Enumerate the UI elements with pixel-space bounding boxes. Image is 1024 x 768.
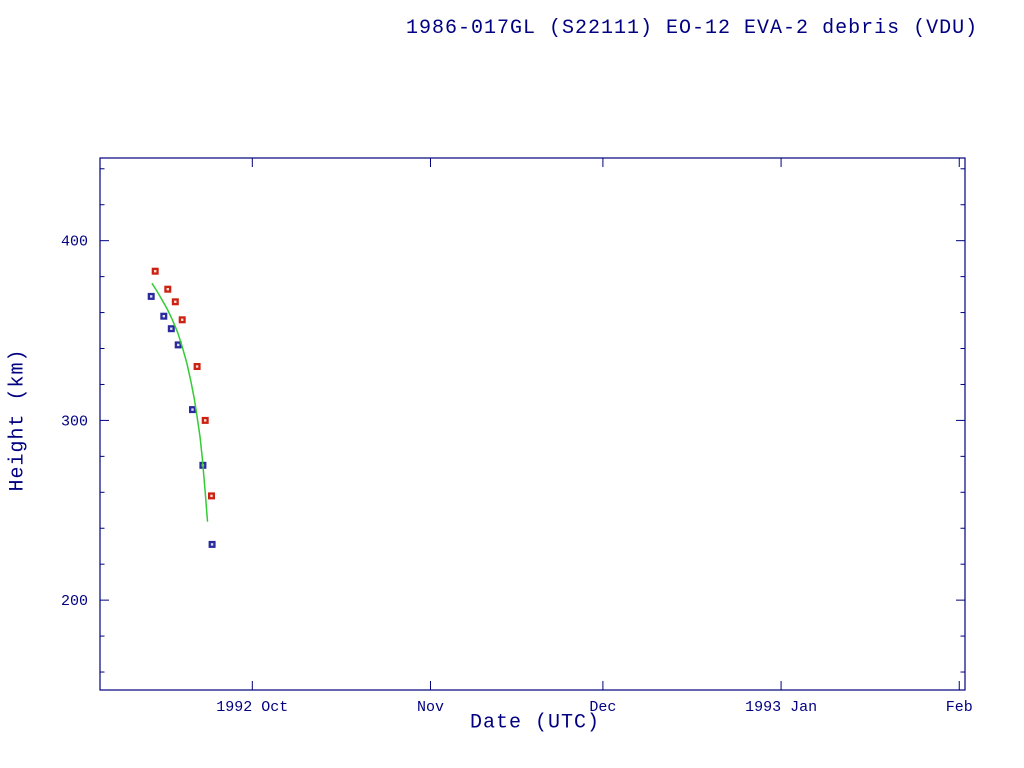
x-tick-label: 1992 Oct (216, 699, 288, 716)
series-fitted-decay-curve (151, 283, 209, 522)
x-tick-label: Nov (417, 699, 444, 716)
y-tick-label: 300 (61, 413, 88, 430)
plot-frame (99, 157, 966, 691)
data-point-center (204, 419, 207, 422)
data-point-center (174, 300, 177, 303)
data-point-center (210, 543, 214, 546)
data-point-center (191, 408, 194, 411)
x-tick-label: 1993 Jan (745, 699, 817, 716)
data-point-center (210, 494, 213, 498)
data-point-center (166, 288, 169, 291)
data-point-center (177, 343, 180, 347)
data-point-center (162, 315, 165, 318)
x-axis-label: Date (UTC) (469, 711, 601, 735)
data-point-center (195, 365, 199, 368)
data-point-center (181, 318, 184, 321)
series-apogee-height (151, 267, 215, 500)
x-tick-label: Dec (589, 699, 616, 716)
data-point-center (154, 270, 157, 273)
data-point-center (150, 295, 153, 298)
chart-title: 1986-017GL (S22111) EO-12 EVA-2 debris (… (406, 17, 979, 40)
x-tick-label: Feb (946, 699, 973, 716)
y-tick-label: 400 (61, 234, 88, 251)
data-point-center (170, 327, 173, 330)
y-tick-label: 200 (61, 593, 88, 610)
